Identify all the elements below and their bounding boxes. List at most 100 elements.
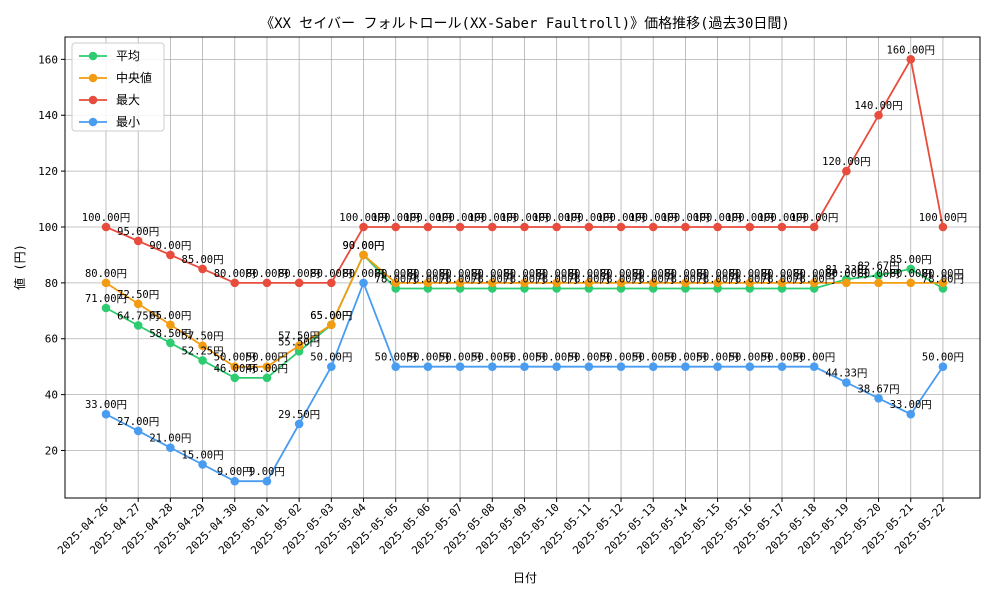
data-label: 55.50円 (278, 336, 320, 348)
data-label: 100.00円 (726, 212, 774, 224)
data-point (166, 443, 175, 453)
data-label: 80.00円 (310, 268, 352, 280)
legend-swatch-marker (88, 73, 98, 83)
data-label: 80.00円 (825, 268, 867, 280)
legend-swatch-marker (88, 95, 98, 105)
data-point (906, 264, 916, 274)
data-point (809, 278, 819, 288)
y-axis-label: 値 (円) (12, 244, 27, 290)
data-point (359, 222, 368, 232)
data-point (874, 394, 883, 403)
data-label: 78.00円 (536, 273, 578, 285)
data-point (455, 278, 465, 288)
y-tick-label: 140 (38, 109, 58, 122)
data-point (616, 278, 626, 288)
data-label: 9.00円 (249, 466, 285, 478)
data-label: 78.00円 (375, 273, 417, 285)
data-label: 78.00円 (568, 273, 610, 285)
data-point (359, 278, 368, 288)
data-label: 100.00円 (790, 212, 838, 224)
data-label: 50.00円 (568, 352, 610, 364)
data-label: 78.00円 (471, 273, 513, 285)
data-label: 50.00円 (600, 352, 642, 364)
data-label: 100.00円 (919, 212, 967, 224)
data-label: 21.00円 (149, 433, 191, 445)
data-label: 80.00円 (697, 268, 739, 280)
data-label: 80.00円 (342, 268, 384, 280)
data-label: 100.00円 (500, 212, 548, 224)
series-layer (101, 55, 948, 486)
data-point (648, 362, 658, 371)
data-label: 50.00円 (407, 352, 449, 364)
data-label: 50.00円 (439, 352, 481, 364)
data-point (745, 278, 755, 288)
data-label: 78.00円 (793, 273, 835, 285)
data-label: 80.00円 (793, 268, 835, 280)
data-point (230, 373, 240, 383)
data-label: 100.00円 (82, 212, 130, 224)
data-label: 44.33円 (825, 368, 867, 380)
data-label: 100.00円 (371, 212, 419, 224)
legend-label: 最小 (116, 115, 140, 129)
data-label: 100.00円 (661, 212, 709, 224)
x-axis: 2025-04-262025-04-272025-04-282025-04-29… (55, 498, 948, 557)
data-point (262, 373, 272, 383)
data-label: 78.00円 (407, 273, 449, 285)
legend-label: 最大 (116, 93, 140, 107)
data-label: 50.00円 (471, 352, 513, 364)
data-label: 57.50円 (278, 331, 320, 343)
data-point (294, 341, 304, 351)
data-label: 50.00円 (632, 352, 674, 364)
data-point (133, 426, 143, 436)
data-label: 80.00円 (439, 268, 481, 280)
data-point (745, 222, 755, 232)
data-point (777, 278, 787, 288)
data-point (648, 278, 658, 288)
data-point (938, 222, 948, 232)
data-label: 80.00円 (600, 268, 642, 280)
data-label: 80.00円 (890, 268, 932, 280)
data-point (874, 278, 883, 288)
data-point (455, 222, 465, 232)
data-label: 82.67円 (858, 260, 900, 272)
data-point (198, 264, 207, 274)
data-label: 80.00円 (664, 268, 706, 280)
y-axis: 20 40 60 80 100 120 140 160 (38, 53, 65, 458)
data-point (648, 222, 658, 232)
data-point (809, 222, 819, 232)
data-point (906, 278, 916, 288)
data-point (198, 356, 207, 365)
data-point (552, 278, 561, 288)
data-point (198, 341, 207, 351)
data-label: 80.00円 (471, 268, 513, 280)
data-label: 80.00円 (407, 268, 449, 280)
data-point (101, 303, 111, 313)
data-label: 100.00円 (597, 212, 645, 224)
data-label: 78.00円 (439, 273, 481, 285)
data-point (520, 222, 529, 232)
data-label: 80.00円 (536, 268, 578, 280)
data-label: 50.00円 (246, 352, 288, 364)
data-point (294, 419, 304, 429)
data-label: 80.00円 (246, 268, 288, 280)
data-point (520, 278, 529, 288)
data-point (262, 278, 272, 288)
data-label: 50.00円 (503, 352, 545, 364)
data-point (359, 250, 368, 260)
data-point (262, 476, 272, 486)
data-point (713, 362, 722, 371)
grid (65, 37, 980, 498)
data-label: 160.00円 (887, 44, 935, 56)
y-tick-label: 40 (45, 389, 58, 402)
data-label: 100.00円 (404, 212, 452, 224)
data-label: 78.00円 (922, 273, 964, 285)
data-label: 71.00円 (85, 293, 127, 305)
legend-label: 平均 (116, 49, 140, 63)
data-label: 80.00円 (632, 268, 674, 280)
data-label: 80.00円 (568, 268, 610, 280)
data-point (842, 378, 851, 387)
data-point (133, 236, 143, 246)
y-tick-label: 120 (38, 165, 58, 178)
data-point (327, 320, 336, 330)
